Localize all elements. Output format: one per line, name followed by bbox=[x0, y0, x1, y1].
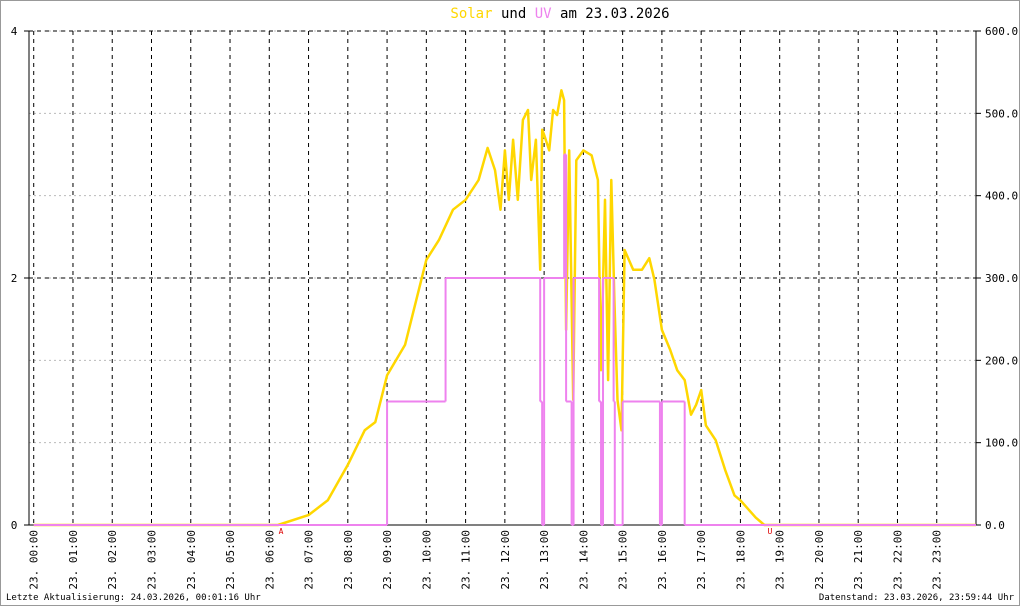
x-tick-label: 23. 00:00 bbox=[28, 530, 41, 590]
y-tick-label: 0 bbox=[11, 519, 18, 532]
footer-left: Letzte Aktualisierung: 24.03.2026, 00:01… bbox=[6, 593, 261, 603]
x-tick-label: 23. 20:00 bbox=[813, 530, 826, 590]
x-tick-label: 23. 04:00 bbox=[185, 530, 198, 590]
x-tick-label: 23. 06:00 bbox=[263, 530, 276, 590]
x-tick-label: 23. 09:00 bbox=[381, 530, 394, 590]
y2-tick-label: 400.0 bbox=[985, 190, 1018, 203]
footer-right: Datenstand: 23.03.2026, 23:59:44 Uhr bbox=[819, 593, 1015, 603]
x-tick-label: 23. 17:00 bbox=[695, 530, 708, 590]
x-tick-label: 23. 23:00 bbox=[931, 530, 944, 590]
annotation: A bbox=[279, 527, 284, 536]
x-tick-label: 23. 08:00 bbox=[342, 530, 355, 590]
x-tick-label: 23. 01:00 bbox=[67, 530, 80, 590]
x-tick-label: 23. 10:00 bbox=[420, 530, 433, 590]
y2-tick-label: 100.0 bbox=[985, 437, 1018, 450]
x-tick-label: 23. 03:00 bbox=[145, 530, 158, 590]
x-tick-label: 23. 02:00 bbox=[106, 530, 119, 590]
y-tick-label: 2 bbox=[11, 272, 18, 285]
x-tick-label: 23. 19:00 bbox=[774, 530, 787, 590]
chart-title: Solar und UV am 23.03.2026 bbox=[450, 6, 669, 22]
title-uv: UV bbox=[535, 6, 552, 22]
x-tick-label: 23. 07:00 bbox=[303, 530, 316, 590]
y2-tick-label: 600.0 bbox=[985, 25, 1018, 38]
title-date: am 23.03.2026 bbox=[560, 6, 670, 22]
x-tick-label: 23. 16:00 bbox=[656, 530, 669, 590]
annotation: U bbox=[767, 527, 772, 536]
x-tick-label: 23. 05:00 bbox=[224, 530, 237, 590]
y2-tick-label: 200.0 bbox=[985, 354, 1018, 367]
x-tick-label: 23. 11:00 bbox=[460, 530, 473, 590]
y2-tick-label: 0.0 bbox=[985, 519, 1005, 532]
title-solar: Solar bbox=[450, 6, 492, 22]
y-tick-label: 4 bbox=[11, 25, 18, 38]
x-tick-label: 23. 14:00 bbox=[577, 530, 590, 590]
x-tick-label: 23. 15:00 bbox=[617, 530, 630, 590]
x-tick-label: 23. 18:00 bbox=[734, 530, 747, 590]
y2-tick-label: 500.0 bbox=[985, 107, 1018, 120]
y2-tick-label: 300.0 bbox=[985, 272, 1018, 285]
x-tick-label: 23. 22:00 bbox=[891, 530, 904, 590]
x-tick-label: 23. 12:00 bbox=[499, 530, 512, 590]
x-tick-label: 23. 21:00 bbox=[852, 530, 865, 590]
x-tick-label: 23. 13:00 bbox=[538, 530, 551, 590]
title-und: und bbox=[501, 6, 526, 22]
